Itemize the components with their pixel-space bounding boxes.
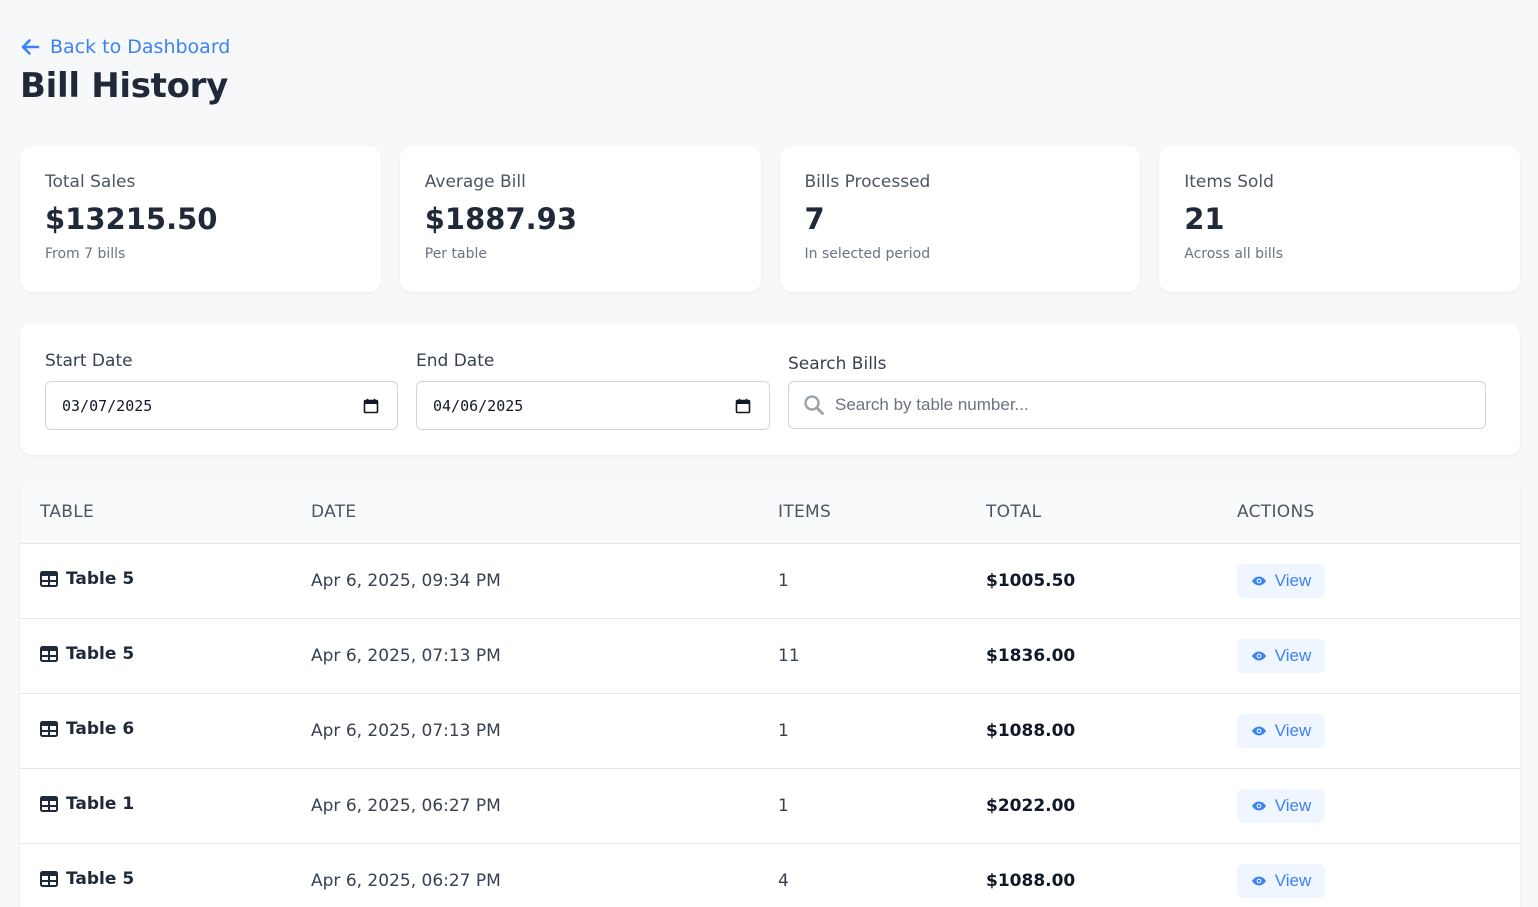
search-box[interactable] bbox=[788, 381, 1486, 429]
table-cell: Table 1 bbox=[40, 794, 134, 814]
start-date-input[interactable]: 03/07/2025 bbox=[45, 381, 398, 430]
table-cell: Table 5 bbox=[40, 569, 134, 589]
stat-subtext: From 7 bills bbox=[45, 246, 126, 262]
table-name: Table 5 bbox=[66, 644, 135, 664]
table-grid-icon bbox=[40, 796, 58, 812]
view-bill-button[interactable]: View bbox=[1237, 789, 1325, 823]
view-bill-button[interactable]: View bbox=[1237, 564, 1325, 598]
date-cell: Apr 6, 2025, 07:13 PM bbox=[311, 646, 501, 666]
column-header-date: DATE bbox=[311, 502, 357, 522]
start-date-label: Start Date bbox=[45, 351, 133, 371]
stat-value: 7 bbox=[804, 202, 825, 236]
table-cell: Table 6 bbox=[40, 719, 134, 739]
stat-card-average-bill: Average Bill $1887.93 Per table bbox=[399, 146, 761, 292]
table-grid-icon bbox=[40, 646, 58, 662]
back-link-label: Back to Dashboard bbox=[50, 36, 231, 58]
search-group: Search Bills bbox=[788, 354, 1486, 429]
stat-subtext: Across all bills bbox=[1184, 246, 1283, 262]
back-to-dashboard-link[interactable]: Back to Dashboard bbox=[20, 36, 230, 58]
eye-icon bbox=[1251, 726, 1266, 736]
table-row: Table 5 Apr 6, 2025, 06:27 PM 4 $1088.00… bbox=[20, 844, 1520, 907]
bills-table: TABLE DATE ITEMS TOTAL ACTIONS Table 5 A… bbox=[20, 480, 1520, 907]
start-date-value: 03/07/2025 bbox=[62, 396, 153, 415]
search-icon bbox=[804, 395, 824, 415]
date-cell: Apr 6, 2025, 06:27 PM bbox=[311, 871, 501, 891]
view-button-label: View bbox=[1274, 646, 1312, 665]
eye-icon bbox=[1251, 876, 1266, 886]
stat-subtext: Per table bbox=[424, 246, 487, 262]
view-bill-button[interactable]: View bbox=[1237, 714, 1325, 748]
table-name: Table 5 bbox=[66, 869, 135, 889]
table-name: Table 1 bbox=[66, 794, 135, 814]
view-button-label: View bbox=[1274, 571, 1312, 590]
total-cell: $1088.00 bbox=[986, 721, 1076, 741]
stat-card-total-sales: Total Sales $13215.50 From 7 bills bbox=[20, 146, 381, 292]
items-cell: 1 bbox=[778, 796, 789, 816]
end-date-label: End Date bbox=[416, 351, 495, 371]
stat-value: 21 bbox=[1184, 202, 1225, 236]
stat-label: Average Bill bbox=[424, 172, 526, 192]
arrow-left-icon bbox=[21, 39, 40, 55]
table-header: TABLE DATE ITEMS TOTAL ACTIONS bbox=[20, 480, 1520, 544]
stat-value: $13215.50 bbox=[45, 202, 218, 236]
stat-value: $1887.93 bbox=[424, 202, 578, 236]
stat-subtext: In selected period bbox=[804, 246, 931, 262]
view-button-label: View bbox=[1274, 871, 1312, 890]
eye-icon bbox=[1251, 576, 1266, 586]
search-label: Search Bills bbox=[788, 354, 887, 374]
date-cell: Apr 6, 2025, 07:13 PM bbox=[311, 721, 501, 741]
items-cell: 4 bbox=[778, 871, 789, 891]
eye-icon bbox=[1251, 651, 1266, 661]
items-cell: 1 bbox=[778, 571, 789, 591]
table-name: Table 6 bbox=[66, 719, 135, 739]
end-date-value: 04/06/2025 bbox=[433, 396, 524, 415]
total-cell: $1005.50 bbox=[986, 571, 1076, 591]
end-date-input[interactable]: 04/06/2025 bbox=[416, 381, 770, 430]
page-title: Bill History bbox=[20, 66, 229, 106]
column-header-total: TOTAL bbox=[986, 502, 1042, 522]
stat-label: Bills Processed bbox=[804, 172, 931, 192]
table-row: Table 1 Apr 6, 2025, 06:27 PM 1 $2022.00… bbox=[20, 769, 1520, 844]
start-date-group: Start Date 03/07/2025 bbox=[45, 351, 398, 430]
table-grid-icon bbox=[40, 871, 58, 887]
column-header-actions: ACTIONS bbox=[1237, 502, 1315, 522]
table-cell: Table 5 bbox=[40, 869, 134, 889]
date-cell: Apr 6, 2025, 06:27 PM bbox=[311, 796, 501, 816]
table-grid-icon bbox=[40, 721, 58, 737]
filters-panel: Start Date 03/07/2025 End Date 04/06/202… bbox=[20, 323, 1520, 455]
total-cell: $1088.00 bbox=[986, 871, 1076, 891]
stat-card-items-sold: Items Sold 21 Across all bills bbox=[1159, 146, 1520, 292]
view-bill-button[interactable]: View bbox=[1237, 639, 1325, 673]
calendar-icon[interactable] bbox=[735, 398, 751, 414]
search-input[interactable] bbox=[835, 395, 1471, 415]
table-row: Table 5 Apr 6, 2025, 09:34 PM 1 $1005.50… bbox=[20, 544, 1520, 619]
table-cell: Table 5 bbox=[40, 644, 134, 664]
stat-card-bills-processed: Bills Processed 7 In selected period bbox=[779, 146, 1141, 292]
view-bill-button[interactable]: View bbox=[1237, 864, 1325, 898]
column-header-items: ITEMS bbox=[778, 502, 832, 522]
calendar-icon[interactable] bbox=[363, 398, 379, 414]
view-button-label: View bbox=[1274, 796, 1312, 815]
stat-label: Items Sold bbox=[1184, 172, 1274, 192]
items-cell: 11 bbox=[778, 646, 800, 666]
table-name: Table 5 bbox=[66, 569, 135, 589]
column-header-table: TABLE bbox=[40, 502, 95, 522]
total-cell: $2022.00 bbox=[986, 796, 1076, 816]
date-cell: Apr 6, 2025, 09:34 PM bbox=[311, 571, 501, 591]
view-button-label: View bbox=[1274, 721, 1312, 740]
table-grid-icon bbox=[40, 571, 58, 587]
table-row: Table 6 Apr 6, 2025, 07:13 PM 1 $1088.00… bbox=[20, 694, 1520, 769]
end-date-group: End Date 04/06/2025 bbox=[416, 351, 770, 430]
stat-label: Total Sales bbox=[45, 172, 136, 192]
eye-icon bbox=[1251, 801, 1266, 811]
table-row: Table 5 Apr 6, 2025, 07:13 PM 11 $1836.0… bbox=[20, 619, 1520, 694]
stats-row: Total Sales $13215.50 From 7 bills Avera… bbox=[20, 146, 1520, 292]
total-cell: $1836.00 bbox=[986, 646, 1076, 666]
items-cell: 1 bbox=[778, 721, 789, 741]
